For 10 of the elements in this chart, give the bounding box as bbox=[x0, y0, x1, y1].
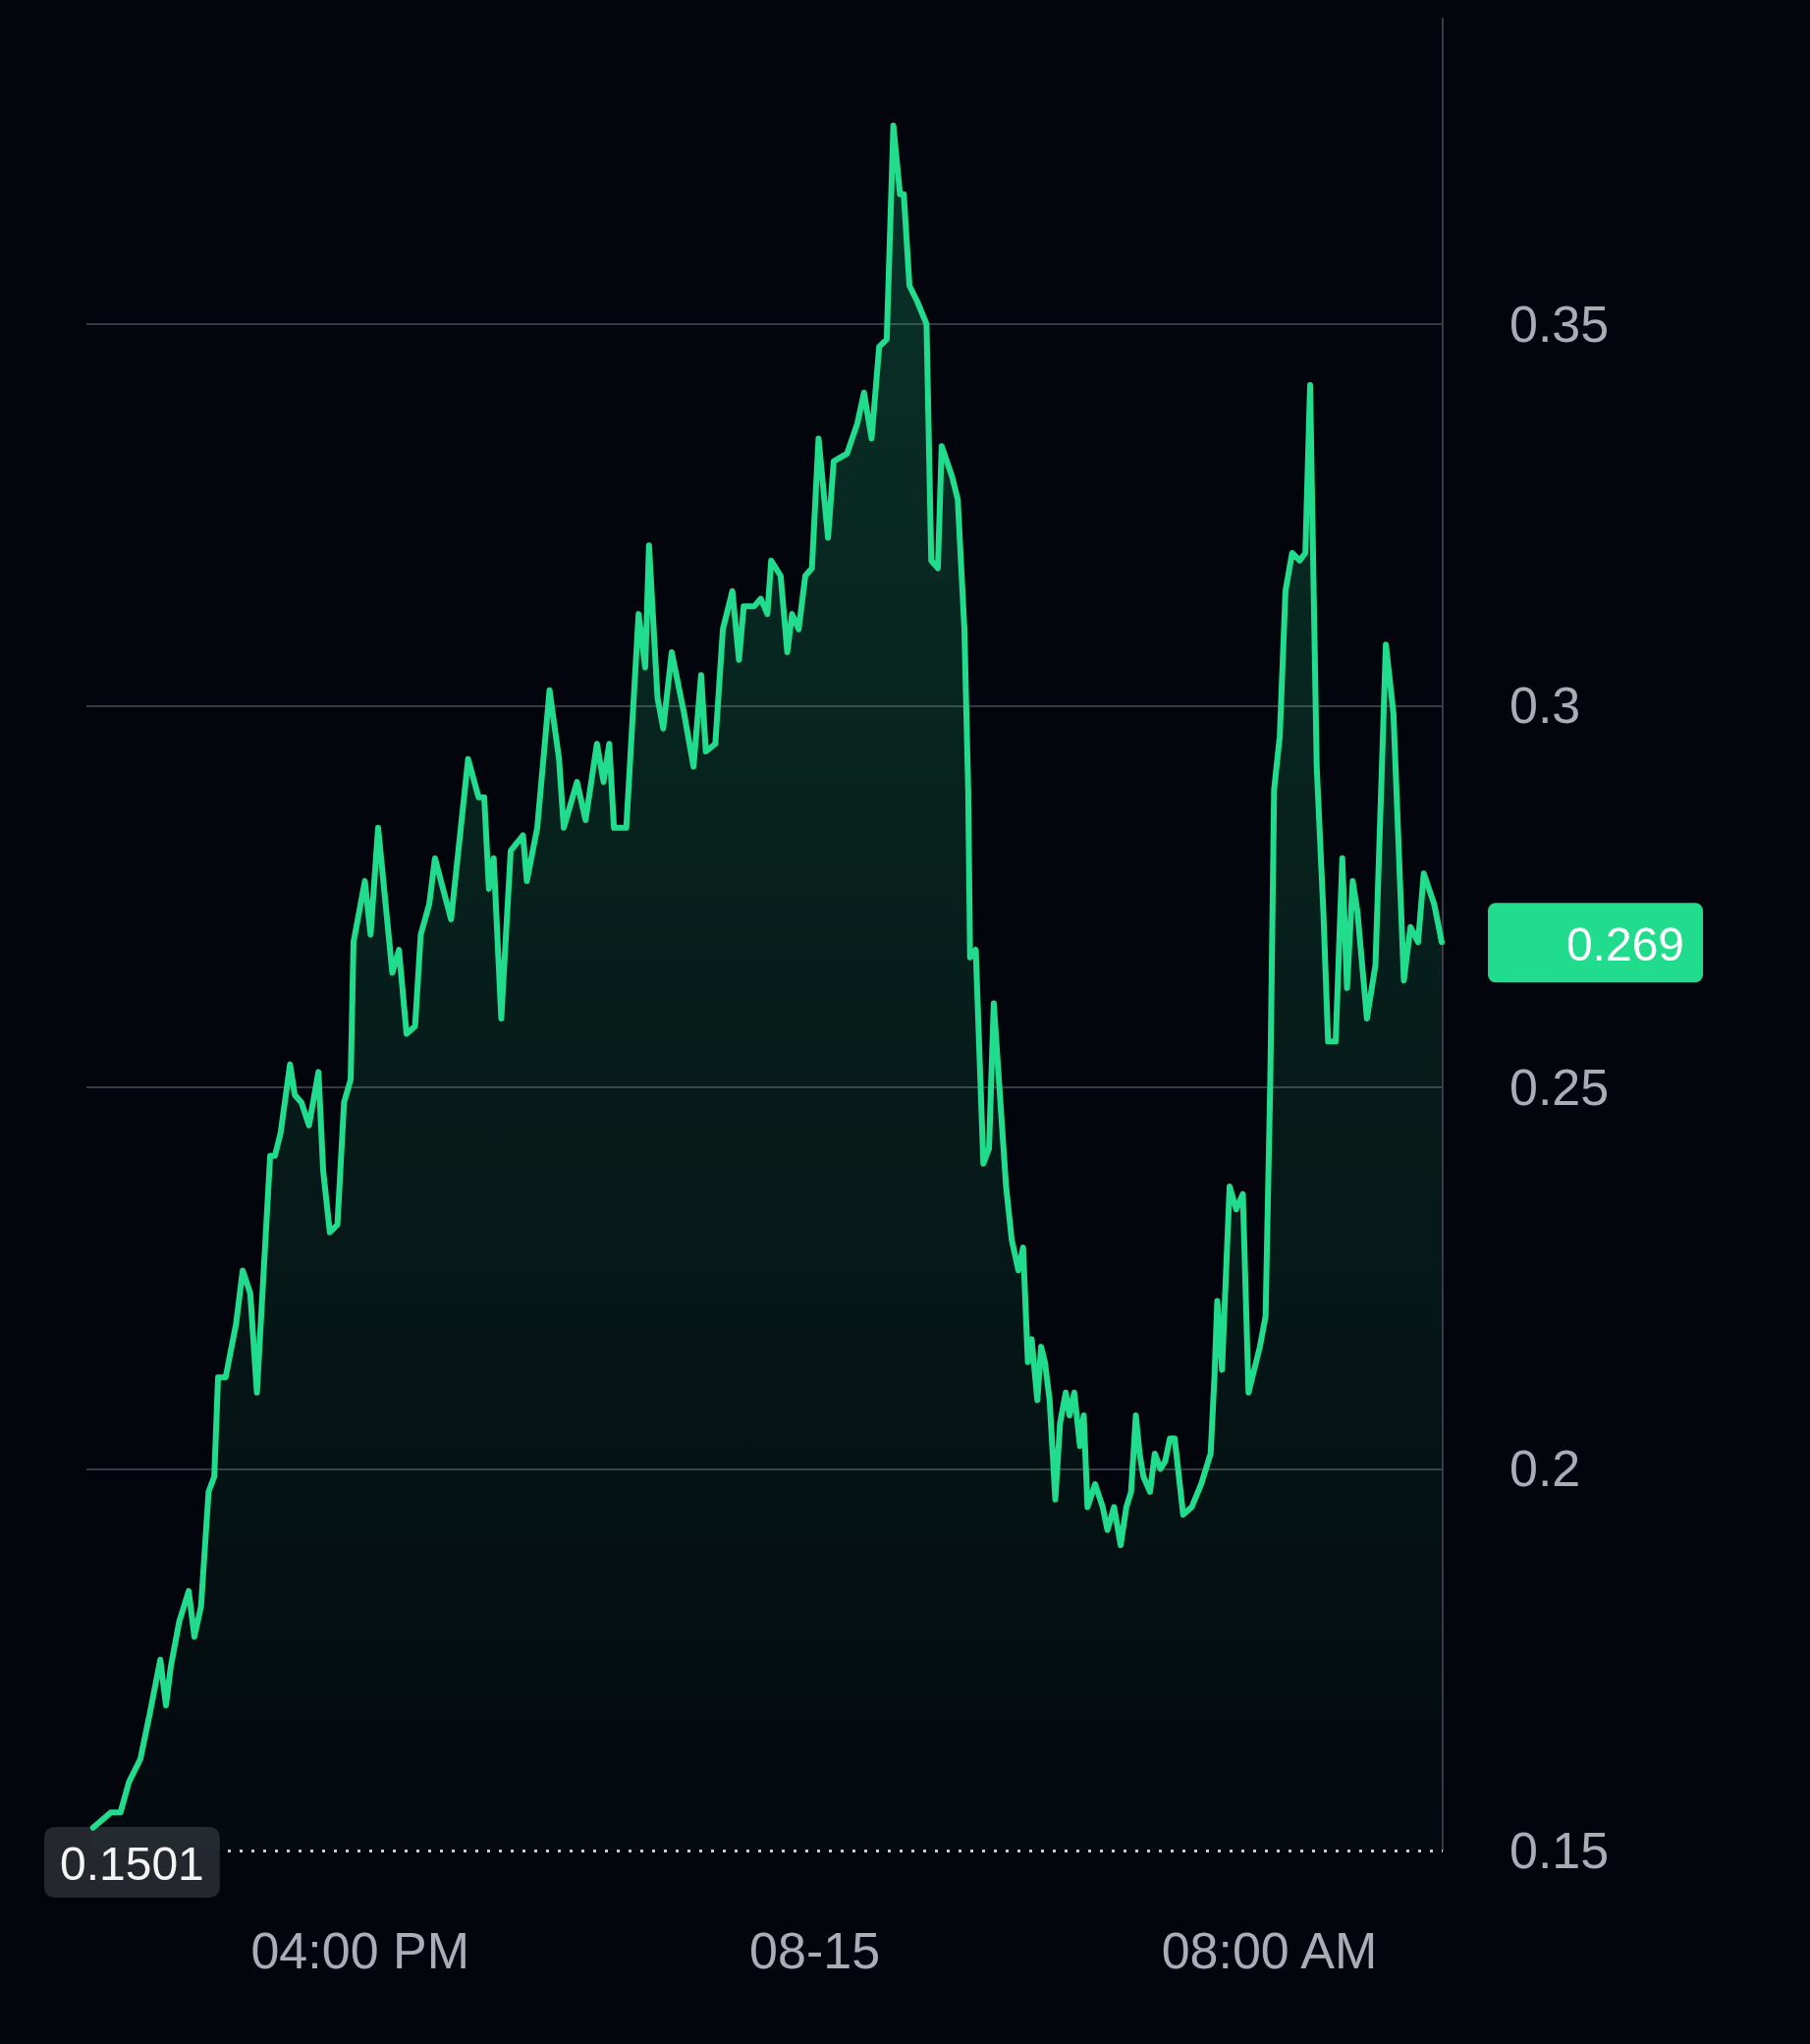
x-tick-label: 08-15 bbox=[749, 1922, 881, 1979]
annotation: 0.269 bbox=[1565, 917, 1685, 970]
y-tick-label: 0.2 bbox=[1509, 1440, 1581, 1498]
x-tick-label: 04:00 PM bbox=[250, 1922, 469, 1979]
y-tick-label: 0.25 bbox=[1509, 1058, 1610, 1116]
ref-line-label: 0.1501 bbox=[60, 1837, 204, 1890]
x-tick-label: 08:00 AM bbox=[1161, 1922, 1378, 1979]
y-tick-label: 0.3 bbox=[1509, 677, 1581, 735]
y-tick-label: 0.35 bbox=[1509, 295, 1610, 353]
y-tick-label: 0.15 bbox=[1509, 1822, 1610, 1879]
